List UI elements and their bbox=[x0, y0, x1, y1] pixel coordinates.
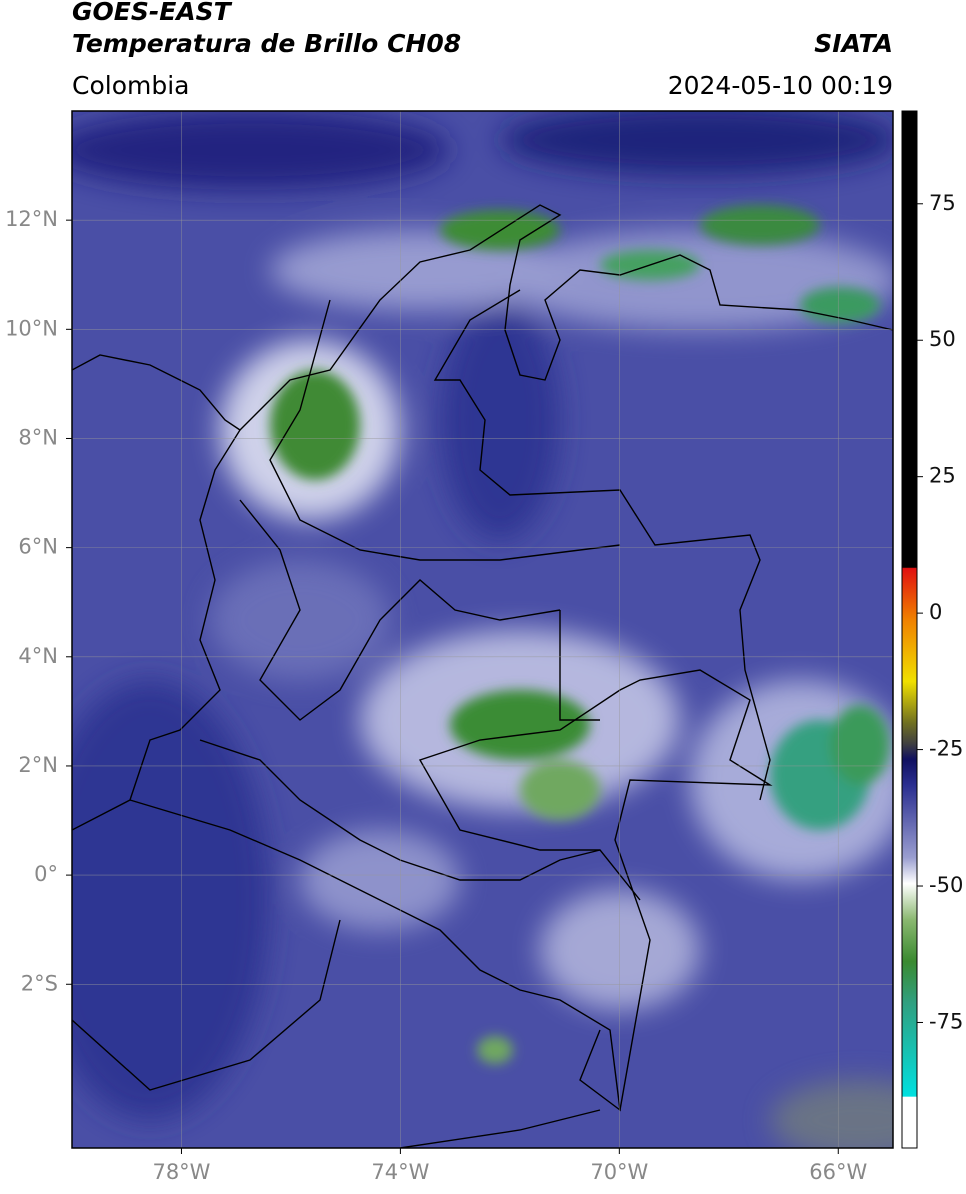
y-tick-label: 6°N bbox=[18, 535, 58, 559]
x-tick-label: 78°W bbox=[152, 1160, 210, 1184]
colorbar bbox=[901, 110, 918, 1149]
colorbar-label: 25 bbox=[929, 464, 956, 488]
y-tick-label: 2°S bbox=[21, 971, 58, 995]
x-tick-label: 66°W bbox=[809, 1160, 867, 1184]
colorbar-label: -50 bbox=[929, 873, 963, 897]
y-tick-label: 2°N bbox=[18, 753, 58, 777]
x-tick-label: 74°W bbox=[371, 1160, 429, 1184]
y-tick-label: 8°N bbox=[18, 425, 58, 449]
colorbar-label: 50 bbox=[929, 327, 956, 351]
graticule bbox=[72, 111, 893, 1148]
colorbar-label: -25 bbox=[929, 737, 963, 761]
colorbar-label: 0 bbox=[929, 600, 942, 624]
x-tick-label: 70°W bbox=[590, 1160, 648, 1184]
region: Colombia bbox=[72, 71, 189, 100]
y-tick-label: 4°N bbox=[18, 644, 58, 668]
y-tick-label: 12°N bbox=[5, 207, 58, 231]
source: SIATA bbox=[814, 29, 893, 58]
subtitle: Temperatura de Brillo CH08 bbox=[72, 29, 461, 58]
timestamp: 2024-05-10 00:19 bbox=[668, 71, 893, 100]
map-frame bbox=[71, 110, 894, 1149]
colorbar-label: 75 bbox=[929, 191, 956, 215]
borders bbox=[72, 204, 893, 1148]
title: GOES-EAST bbox=[72, 0, 233, 26]
y-tick-label: 10°N bbox=[5, 316, 58, 340]
y-tick-label: 0° bbox=[34, 862, 58, 886]
colorbar-label: -75 bbox=[929, 1009, 963, 1033]
satellite-image bbox=[72, 111, 893, 1148]
